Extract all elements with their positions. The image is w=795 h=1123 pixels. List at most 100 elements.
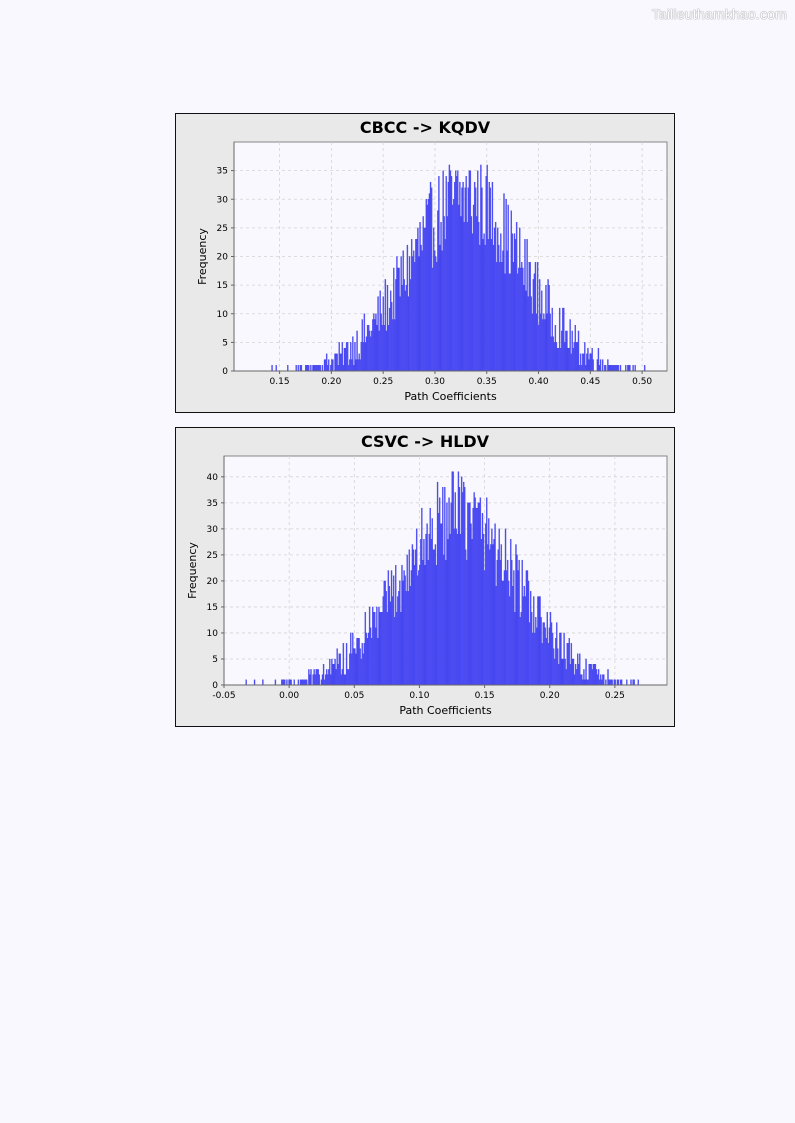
histogram-bar [570, 353, 572, 372]
histogram-bar [324, 674, 327, 686]
histogram-bar [310, 669, 312, 686]
histogram-bar [403, 570, 405, 686]
histogram-bar [326, 669, 328, 686]
histogram-bar [541, 643, 543, 686]
histogram-bar [428, 533, 430, 686]
histogram-bar [333, 664, 335, 686]
histogram-bar [405, 591, 407, 686]
histogram-bar [384, 279, 387, 372]
histogram-bar [537, 325, 540, 372]
histogram-bar [610, 365, 612, 372]
histogram-bar [448, 164, 451, 372]
histogram-bar [493, 227, 496, 372]
histogram-bar [508, 580, 510, 686]
histogram-bar [505, 199, 507, 372]
histogram-bar [526, 570, 529, 686]
histogram-bar [436, 481, 439, 686]
histogram-bar [316, 669, 318, 686]
histogram-bar [457, 170, 459, 372]
histogram-bar [605, 365, 607, 372]
histogram-bar [389, 290, 392, 372]
histogram-bar [387, 570, 390, 686]
histogram-bar [398, 267, 400, 372]
histogram-bar [510, 210, 512, 372]
histogram-bar [457, 471, 460, 686]
histogram-bar [507, 204, 509, 372]
y-tick-label: 25 [207, 551, 218, 561]
histogram-bar [300, 679, 303, 686]
histogram-bar [339, 653, 341, 686]
histogram-bar [287, 365, 289, 372]
histogram-bar [321, 674, 324, 686]
histogram-bar [348, 365, 350, 372]
histogram-bar [593, 664, 596, 686]
histogram-bar [373, 313, 375, 372]
x-tick-label: 0.20 [321, 377, 341, 387]
histogram-bar [554, 658, 556, 686]
histogram-bar [610, 679, 612, 686]
histogram-bar [353, 365, 355, 372]
histogram-bar [494, 222, 497, 372]
histogram-bar [408, 256, 411, 372]
histogram-bar [351, 653, 353, 686]
histogram-bar [442, 170, 444, 372]
histogram-bar [407, 296, 410, 372]
histogram-bar [426, 523, 428, 686]
histogram-bar [366, 638, 369, 686]
histogram-bar [569, 664, 572, 686]
histogram-bar [329, 658, 331, 686]
y-tick-label: 10 [207, 629, 219, 639]
histogram-bar [428, 193, 431, 372]
histogram-bar [443, 554, 445, 686]
histogram-bar [521, 559, 523, 686]
histogram-bar [399, 296, 401, 372]
histogram-bar [409, 585, 411, 686]
histogram-bar [481, 187, 483, 372]
histogram-bar [499, 559, 501, 686]
histogram-bar [539, 279, 541, 372]
histogram-bar [562, 307, 564, 372]
histogram-bar [471, 539, 473, 686]
histogram-bar [417, 575, 419, 686]
histogram-bar [452, 471, 454, 686]
histogram-bar [441, 250, 443, 372]
histogram-bar [505, 570, 508, 686]
histogram-bar [458, 204, 460, 372]
histogram-bar [612, 365, 614, 372]
histogram-bar [492, 544, 494, 686]
histogram-bar [597, 347, 600, 372]
x-tick-label: 0.10 [409, 691, 429, 701]
x-axis-label: Path Coefficients [404, 390, 497, 403]
histogram-bar [409, 279, 412, 372]
histogram-bar [582, 353, 584, 372]
histogram-bar [469, 502, 471, 686]
histogram-bar [508, 273, 510, 372]
histogram-bar [578, 664, 580, 686]
histogram-bar [569, 319, 571, 372]
histogram-bar [514, 612, 516, 686]
y-tick-label: 35 [217, 167, 228, 177]
histogram-bar [630, 679, 632, 686]
histogram-bar [396, 256, 398, 372]
histogram-bar [422, 216, 424, 372]
histogram-bar [522, 596, 524, 686]
histogram-bar [403, 279, 405, 372]
x-tick-label: 0.25 [373, 377, 393, 387]
histogram-bar [372, 319, 374, 372]
histogram-bar [506, 559, 509, 686]
histogram-bar [369, 627, 372, 686]
histogram-bar [351, 359, 353, 372]
histogram-bar [413, 565, 416, 686]
histogram-bar [582, 679, 584, 686]
histogram-bar [332, 664, 334, 686]
histogram-bar [475, 507, 477, 686]
histogram-bar [476, 507, 478, 686]
histogram-bar [427, 559, 429, 686]
y-axis-label: Frequency [196, 228, 209, 285]
histogram-bar [470, 523, 472, 686]
histogram-bar [318, 674, 321, 686]
histogram-bar [514, 239, 517, 372]
histogram-bar [452, 199, 455, 372]
histogram-bar [391, 302, 393, 372]
histogram-bar [524, 239, 526, 372]
